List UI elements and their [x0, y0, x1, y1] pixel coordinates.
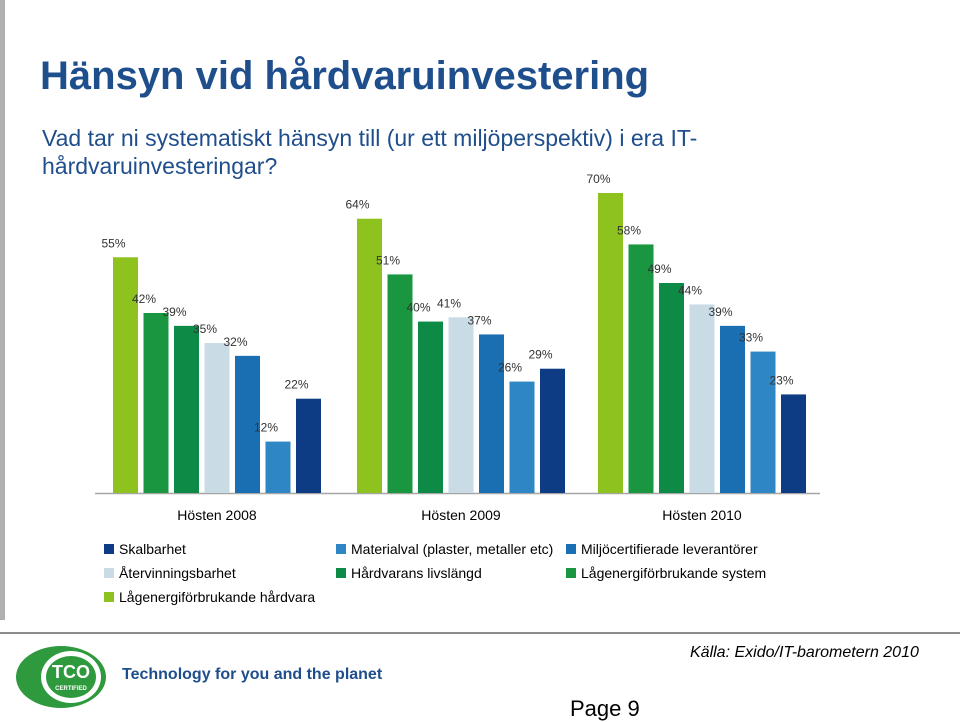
source-citation: Källa: Exido/IT-barometern 2010	[690, 644, 919, 661]
data-label: 39%	[708, 305, 732, 319]
x-tick-label: Hösten 2009	[421, 507, 501, 523]
logo-subtext: CERTIFIED	[55, 686, 87, 692]
bar	[418, 321, 443, 493]
bar	[448, 317, 474, 493]
tco-certified-logo-icon: TCO CERTIFIED	[16, 646, 106, 708]
x-tick-label: Hösten 2008	[177, 507, 257, 523]
legend-label: Skalbarhet	[119, 541, 186, 557]
x-tick-label: Hösten 2010	[662, 507, 742, 523]
data-label: 23%	[769, 373, 793, 387]
legend-swatch	[566, 544, 576, 554]
bar	[628, 244, 654, 493]
bar	[387, 274, 413, 493]
bar	[540, 368, 565, 493]
legend-item: Lågenergiförbrukande system	[566, 565, 766, 581]
bar	[204, 343, 230, 493]
data-label: 42%	[132, 292, 156, 306]
data-label: 49%	[647, 262, 671, 276]
left-edge-rule	[0, 0, 5, 620]
legend-swatch	[104, 568, 114, 578]
data-label: 55%	[101, 236, 125, 250]
page-title: Hänsyn vid hårdvaruinvestering	[40, 54, 650, 98]
data-label: 35%	[193, 322, 217, 336]
data-label: 32%	[223, 335, 247, 349]
logo-text: TCO	[52, 662, 90, 682]
data-label: 51%	[376, 253, 400, 267]
legend-label: Miljöcertifierade leverantörer	[581, 541, 758, 557]
survey-question: Vad tar ni systematiskt hänsyn till (ur …	[42, 125, 698, 179]
bar	[113, 257, 138, 493]
legend-label: Lågenergiförbrukande hårdvara	[119, 589, 316, 605]
data-label: 12%	[254, 421, 278, 435]
bar	[720, 325, 745, 493]
legend-item: Lågenergiförbrukande hårdvara	[104, 589, 315, 605]
legend-swatch	[336, 544, 346, 554]
legend-swatch	[104, 544, 114, 554]
legend-swatch	[566, 568, 576, 578]
bar	[750, 351, 776, 493]
footer-divider	[0, 632, 960, 634]
data-label: 29%	[528, 348, 552, 362]
bar	[781, 394, 806, 493]
bar	[479, 334, 504, 493]
legend-item: Hårdvarans livslängd	[336, 565, 482, 581]
legend-label: Hårdvarans livslängd	[351, 565, 482, 581]
bar	[174, 325, 199, 493]
data-label: 37%	[467, 313, 491, 327]
data-label: 40%	[406, 301, 430, 315]
data-label: 70%	[586, 172, 610, 186]
legend-label: Materialval (plaster, metaller etc)	[351, 541, 554, 557]
legend-item: Miljöcertifierade leverantörer	[566, 541, 758, 557]
data-label: 41%	[437, 296, 461, 310]
bar	[659, 283, 684, 493]
bar	[235, 355, 260, 493]
data-label: 33%	[739, 331, 763, 345]
bar	[689, 304, 715, 493]
data-label: 44%	[678, 283, 702, 297]
bar	[265, 441, 291, 493]
data-label: 64%	[345, 198, 369, 212]
bar	[509, 381, 535, 493]
bar	[357, 218, 382, 493]
data-label: 39%	[162, 305, 186, 319]
legend-item: Materialval (plaster, metaller etc)	[336, 541, 553, 557]
legend-item: Skalbarhet	[104, 541, 186, 557]
bar	[296, 398, 321, 493]
legend-swatch	[336, 568, 346, 578]
bar	[598, 193, 623, 493]
legend-item: Återvinningsbarhet	[104, 565, 236, 581]
data-label: 26%	[498, 361, 522, 375]
data-label: 22%	[284, 378, 308, 392]
footer-tagline: Technology for you and the planet	[122, 666, 383, 683]
chart-legend: Skalbarhet Materialval (plaster, metaller…	[104, 541, 864, 611]
legend-swatch	[104, 592, 114, 602]
legend-label: Lågenergiförbrukande system	[581, 565, 767, 581]
bar	[143, 313, 169, 493]
data-label: 58%	[617, 223, 641, 237]
legend-label: Återvinningsbarhet	[119, 565, 236, 581]
page-number: Page 9	[570, 696, 640, 721]
